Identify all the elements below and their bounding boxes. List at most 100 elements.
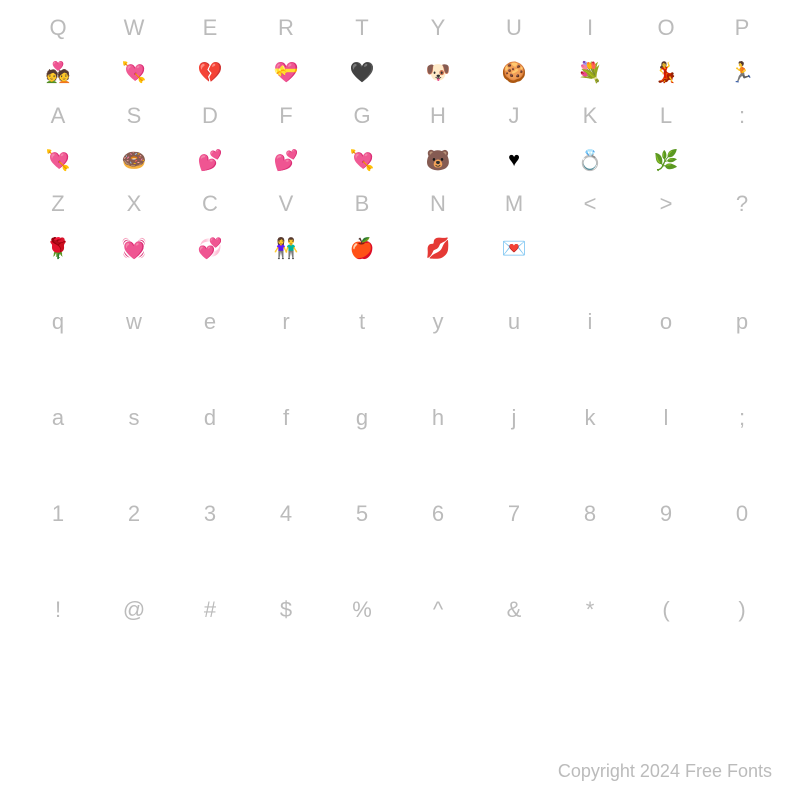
label-cell: J [476, 98, 552, 134]
label-cell: > [628, 186, 704, 222]
glyph-row: 💘🍩💕💕💘🐻♥💍🌿 [20, 134, 780, 186]
label-cell: o [628, 274, 704, 370]
glyph-cell: 💕 [172, 134, 248, 186]
glyph-cell: 💐 [552, 46, 628, 98]
label-cell: C [172, 186, 248, 222]
glyph-cell: 🍩 [96, 134, 172, 186]
label-cell: 3 [172, 466, 248, 562]
label-cell: H [400, 98, 476, 134]
tall-row: asdfghjkl; [20, 370, 780, 466]
glyph-cell: 🌿 [628, 134, 704, 186]
label-cell: ^ [400, 562, 476, 658]
label-cell: g [324, 370, 400, 466]
label-cell: W [96, 10, 172, 46]
label-row: QWERTYUIOP [20, 10, 780, 46]
label-cell: 6 [400, 466, 476, 562]
glyph-cell: 💘 [20, 134, 96, 186]
label-cell: w [96, 274, 172, 370]
glyph-cell: 👫 [248, 222, 324, 274]
label-cell: $ [248, 562, 324, 658]
tall-row: qwertyuiop [20, 274, 780, 370]
label-cell: ? [704, 186, 780, 222]
label-cell: f [248, 370, 324, 466]
glyph-cell [628, 222, 704, 274]
label-cell: 0 [704, 466, 780, 562]
label-cell: P [704, 10, 780, 46]
label-cell: Y [400, 10, 476, 46]
label-cell: ; [704, 370, 780, 466]
label-cell: : [704, 98, 780, 134]
glyph-cell: 💍 [552, 134, 628, 186]
label-cell: I [552, 10, 628, 46]
label-cell: X [96, 186, 172, 222]
glyph-cell: 💓 [96, 222, 172, 274]
character-map-grid: QWERTYUIOP💑💘💔💝🖤🐶🍪💐💃🏃ASDFGHJKL:💘🍩💕💕💘🐻♥💍🌿Z… [0, 0, 800, 658]
label-cell: * [552, 562, 628, 658]
label-cell: V [248, 186, 324, 222]
label-cell: F [248, 98, 324, 134]
label-cell: 4 [248, 466, 324, 562]
label-cell: ) [704, 562, 780, 658]
label-cell: y [400, 274, 476, 370]
label-cell: t [324, 274, 400, 370]
label-cell: q [20, 274, 96, 370]
label-cell: R [248, 10, 324, 46]
label-cell: a [20, 370, 96, 466]
glyph-cell: 🐻 [400, 134, 476, 186]
glyph-cell: 💘 [96, 46, 172, 98]
label-cell: k [552, 370, 628, 466]
glyph-cell [704, 134, 780, 186]
label-cell: L [628, 98, 704, 134]
label-cell: N [400, 186, 476, 222]
glyph-cell: 💝 [248, 46, 324, 98]
label-cell: M [476, 186, 552, 222]
label-cell: r [248, 274, 324, 370]
label-cell: 1 [20, 466, 96, 562]
label-cell: p [704, 274, 780, 370]
label-cell: 5 [324, 466, 400, 562]
tall-row: 1234567890 [20, 466, 780, 562]
glyph-cell: 💘 [324, 134, 400, 186]
glyph-cell: ♥ [476, 134, 552, 186]
label-cell: Q [20, 10, 96, 46]
copyright-footer: Copyright 2024 Free Fonts [558, 761, 772, 782]
label-cell: 7 [476, 466, 552, 562]
label-cell: ( [628, 562, 704, 658]
label-cell: S [96, 98, 172, 134]
label-cell: T [324, 10, 400, 46]
label-cell: O [628, 10, 704, 46]
glyph-cell: 💌 [476, 222, 552, 274]
label-cell: % [324, 562, 400, 658]
label-cell: s [96, 370, 172, 466]
label-cell: l [628, 370, 704, 466]
glyph-cell [552, 222, 628, 274]
label-cell: E [172, 10, 248, 46]
label-cell: # [172, 562, 248, 658]
label-cell: 9 [628, 466, 704, 562]
label-cell: @ [96, 562, 172, 658]
glyph-cell: 💃 [628, 46, 704, 98]
tall-row: !@#$%^&*() [20, 562, 780, 658]
label-cell: & [476, 562, 552, 658]
glyph-cell: 🍎 [324, 222, 400, 274]
glyph-cell [704, 222, 780, 274]
label-cell: ! [20, 562, 96, 658]
label-row: ASDFGHJKL: [20, 98, 780, 134]
glyph-row: 💑💘💔💝🖤🐶🍪💐💃🏃 [20, 46, 780, 98]
label-cell: A [20, 98, 96, 134]
label-cell: D [172, 98, 248, 134]
glyph-cell: 💞 [172, 222, 248, 274]
glyph-cell: 💑 [20, 46, 96, 98]
label-cell: d [172, 370, 248, 466]
label-cell: Z [20, 186, 96, 222]
label-row: ZXCVBNM<>? [20, 186, 780, 222]
glyph-cell: 🌹 [20, 222, 96, 274]
label-cell: G [324, 98, 400, 134]
label-cell: e [172, 274, 248, 370]
label-cell: 2 [96, 466, 172, 562]
glyph-cell: 🍪 [476, 46, 552, 98]
glyph-cell: 🐶 [400, 46, 476, 98]
glyph-row: 🌹💓💞👫🍎💋💌 [20, 222, 780, 274]
glyph-cell: 💋 [400, 222, 476, 274]
glyph-cell: 🏃 [704, 46, 780, 98]
